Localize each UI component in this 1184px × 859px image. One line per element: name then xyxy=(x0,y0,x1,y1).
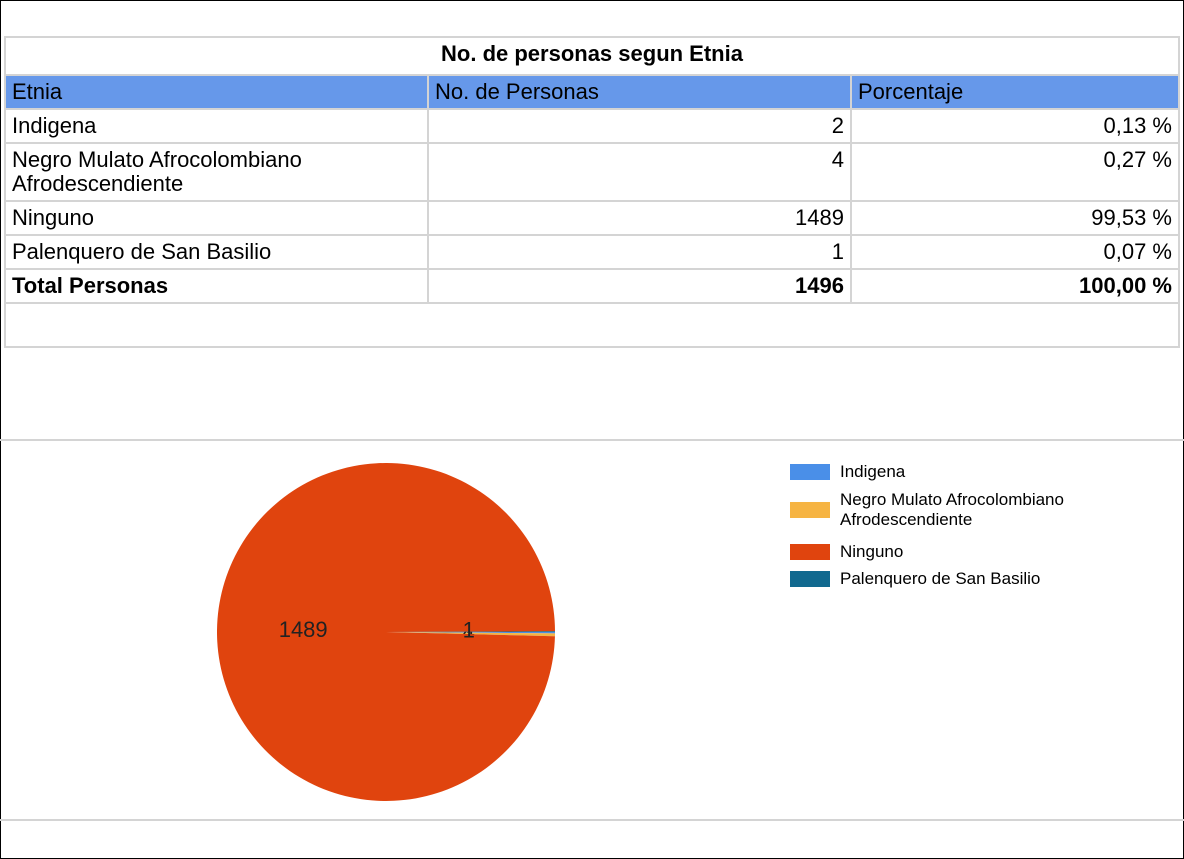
number-cell: 0,27 % xyxy=(850,142,1180,202)
table-row: Palenquero de San Basilio 1 0,07 % xyxy=(4,234,1180,270)
header-cell: Porcentaje xyxy=(850,74,1180,110)
label-cell: Negro Mulato Afrocolombiano Afrodescendi… xyxy=(4,142,429,202)
table-row: Ninguno 1489 99,53 % xyxy=(4,200,1180,236)
number-cell: 0,13 % xyxy=(850,108,1180,144)
header-cell: No. de Personas xyxy=(427,74,852,110)
table-row: Indigena 2 0,13 % xyxy=(4,108,1180,144)
pie-slice xyxy=(386,632,555,637)
table-title: No. de personas segun Etnia xyxy=(4,36,1180,76)
header-cell: Etnia xyxy=(4,74,429,110)
legend-swatch xyxy=(790,464,830,480)
legend-item: Ninguno xyxy=(790,542,1100,562)
label-cell: Indigena xyxy=(4,108,429,144)
legend-swatch xyxy=(790,571,830,587)
pie-slice xyxy=(217,462,555,801)
data-table: No. de personas segun Etnia Etnia No. de… xyxy=(4,36,1180,348)
table-row: Negro Mulato Afrocolombiano Afrodescendi… xyxy=(4,142,1180,202)
number-cell: 1489 xyxy=(427,200,852,236)
legend-swatch xyxy=(790,502,830,518)
separator xyxy=(0,439,1184,441)
legend-item: Palenquero de San Basilio xyxy=(790,569,1100,589)
slice-label: 1 xyxy=(463,618,475,643)
legend-label: Negro Mulato Afrocolombiano Afrodescendi… xyxy=(840,490,1064,529)
total-label: Total Personas xyxy=(4,268,429,304)
pie-slice xyxy=(386,631,555,632)
number-cell: 99,53 % xyxy=(850,200,1180,236)
legend-item: Negro Mulato Afrocolombiano Afrodescendi… xyxy=(790,490,1100,530)
legend-swatch xyxy=(790,544,830,560)
legend-item: Indigena xyxy=(790,462,1100,482)
legend-label: Palenquero de San Basilio xyxy=(840,569,1041,588)
legend-label: Ninguno xyxy=(840,542,904,561)
number-cell: 2 xyxy=(427,108,852,144)
total-count: 1496 xyxy=(427,268,852,304)
number-cell: 0,07 % xyxy=(850,234,1180,270)
number-cell: 4 xyxy=(427,142,852,202)
pie-slice xyxy=(386,632,555,634)
total-percent: 100,00 % xyxy=(850,268,1180,304)
slice-label: 1489 xyxy=(279,617,328,642)
separator xyxy=(0,819,1184,821)
label-cell: Palenquero de San Basilio xyxy=(4,234,429,270)
legend-label: Indigena xyxy=(840,462,906,481)
number-cell: 1 xyxy=(427,234,852,270)
label-cell: Ninguno xyxy=(4,200,429,236)
empty-row xyxy=(4,302,1180,348)
